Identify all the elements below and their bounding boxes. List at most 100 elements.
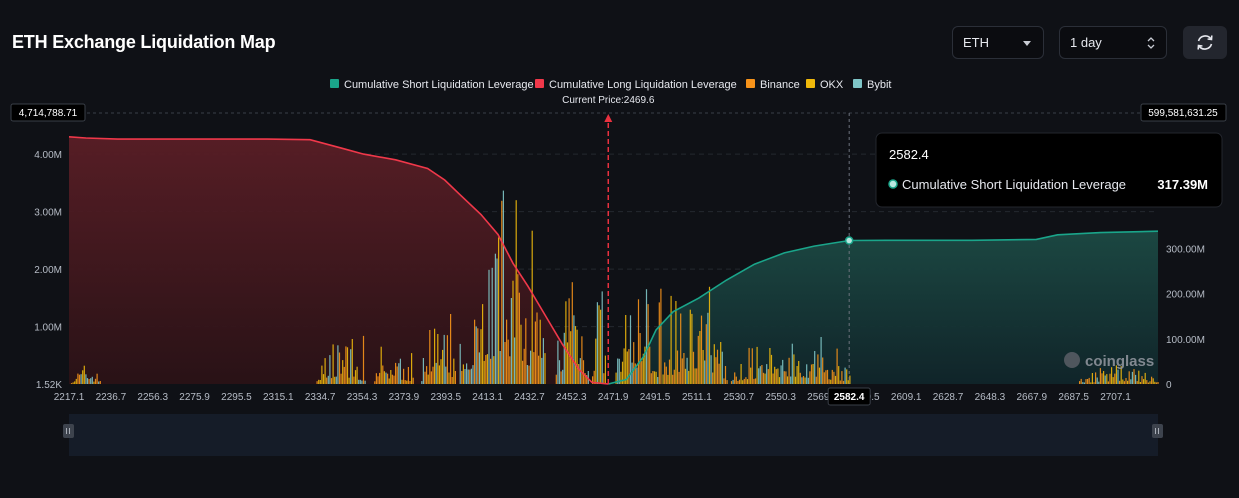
liquidation-bar xyxy=(1095,372,1097,384)
x-tick-label: 2667.9 xyxy=(1016,392,1047,403)
short-liquidation-line xyxy=(608,230,1159,385)
liquidation-bar xyxy=(822,357,824,384)
liquidation-bar xyxy=(322,374,325,384)
x-tick-label: 2393.5 xyxy=(430,392,461,403)
liquidation-bar xyxy=(343,366,345,384)
liquidation-bar xyxy=(461,371,463,384)
liquidation-bar xyxy=(592,376,594,384)
crosshair-x-label: 2582.4 xyxy=(834,392,865,403)
liquidation-bar xyxy=(818,367,821,384)
liquidation-bar xyxy=(826,369,829,384)
liquidation-bar xyxy=(745,377,747,384)
x-tick-label: 2275.9 xyxy=(179,392,210,403)
liquidation-bar xyxy=(604,355,606,384)
coinglass-watermark: coinglass xyxy=(1064,352,1154,370)
liquidation-bar xyxy=(754,378,757,384)
liquidation-bar xyxy=(726,380,728,384)
liquidation-bar xyxy=(672,374,674,384)
liquidation-bar xyxy=(78,374,81,384)
liquidation-bar xyxy=(601,291,603,384)
liquidation-bar xyxy=(774,366,776,384)
coin-select[interactable]: ETH xyxy=(952,26,1044,59)
liquidation-bar xyxy=(446,335,448,384)
legend-swatch[interactable] xyxy=(806,79,815,88)
y-left-tick-label: 1.00M xyxy=(34,323,62,334)
liquidation-bar xyxy=(582,360,585,384)
liquidation-bar xyxy=(769,348,771,384)
liquidation-bar xyxy=(502,190,504,384)
x-tick-label: 2471.9 xyxy=(598,392,629,403)
liquidation-bar xyxy=(324,358,326,384)
liquidation-bar xyxy=(334,376,336,384)
liquidation-bar xyxy=(85,374,87,384)
y-right-tick-label: 300.00M xyxy=(1166,244,1205,255)
liquidation-bar xyxy=(442,349,444,384)
range-handle-right[interactable] xyxy=(1152,424,1163,438)
liquidation-bar xyxy=(1093,382,1095,384)
liquidation-bar xyxy=(445,366,447,384)
liquidation-bar xyxy=(330,378,333,384)
liquidation-bar xyxy=(316,381,318,384)
liquidation-bar xyxy=(501,200,503,384)
liquidation-bar xyxy=(678,371,680,384)
liquidation-bar xyxy=(573,315,575,384)
liquidation-bar xyxy=(689,309,691,384)
liquidation-bar xyxy=(356,366,358,384)
y-left-max-box xyxy=(10,103,86,122)
legend: Cumulative Short Liquidation Leverage Cum… xyxy=(330,79,891,91)
x-tick-label: 2511.1 xyxy=(682,392,712,403)
legend-swatch[interactable] xyxy=(330,79,339,88)
liquidation-bar xyxy=(718,363,720,384)
refresh-button[interactable] xyxy=(1183,26,1227,59)
x-axis: 2217.1 2236.7 2256.3 2275.9 2295.5 2315.1 2334… xyxy=(54,392,1132,403)
liquidation-bar xyxy=(820,337,822,384)
liquidation-bar xyxy=(515,200,517,384)
liquidation-bar xyxy=(1136,381,1138,384)
liquidation-bar xyxy=(574,326,577,384)
legend-item-label: Bybit xyxy=(867,79,891,91)
liquidation-bar xyxy=(329,355,331,384)
watermark-text: coinglass xyxy=(1085,353,1154,370)
tooltip: 2582.4 Cumulative Short Liquidation Lever… xyxy=(875,132,1223,208)
liquidation-bar xyxy=(812,364,814,384)
liquidation-bar xyxy=(358,379,360,384)
liquidation-bar xyxy=(534,321,536,384)
liquidation-bar xyxy=(650,373,652,384)
liquidation-bar xyxy=(518,292,520,384)
liquidation-bar xyxy=(1079,381,1081,384)
liquidation-bar xyxy=(1088,377,1090,384)
liquidation-bar xyxy=(631,362,633,384)
legend-swatch[interactable] xyxy=(853,79,862,88)
liquidation-bar xyxy=(361,380,363,384)
range-handle-left[interactable] xyxy=(63,424,74,438)
liquidation-bar xyxy=(1128,371,1130,384)
timeframe-select[interactable]: 1 day xyxy=(1059,26,1167,59)
liquidation-bar xyxy=(1152,378,1154,384)
liquidation-bar xyxy=(688,370,690,384)
liquidation-bar xyxy=(401,379,403,384)
liquidation-bar xyxy=(1143,379,1145,384)
liquidation-bar xyxy=(578,364,580,384)
liquidation-bar xyxy=(750,367,752,384)
x-tick-label: 2687.5 xyxy=(1058,392,1089,403)
liquidation-bar xyxy=(615,372,617,384)
liquidation-bar xyxy=(665,366,667,384)
y-left-tick-label: 3.00M xyxy=(34,208,62,219)
legend-swatch[interactable] xyxy=(535,79,544,88)
liquidation-bar xyxy=(662,374,664,384)
legend-swatch[interactable] xyxy=(746,79,755,88)
liquidation-bar xyxy=(831,369,833,384)
liquidation-bar xyxy=(802,376,805,384)
liquidation-bar xyxy=(737,381,739,384)
range-navigator[interactable] xyxy=(69,414,1158,456)
tooltip-series-name: Cumulative Short Liquidation Leverage xyxy=(902,177,1126,192)
liquidation-bar xyxy=(388,378,390,384)
liquidation-bar xyxy=(533,352,535,384)
timeframe-select-value: 1 day xyxy=(1070,35,1102,50)
tooltip-series-dot xyxy=(888,179,898,189)
liquidation-bar xyxy=(380,346,382,384)
liquidation-bar xyxy=(628,349,630,384)
liquidation-bar xyxy=(644,346,646,384)
liquidation-bar xyxy=(699,331,701,384)
liquidation-bar xyxy=(429,330,431,384)
